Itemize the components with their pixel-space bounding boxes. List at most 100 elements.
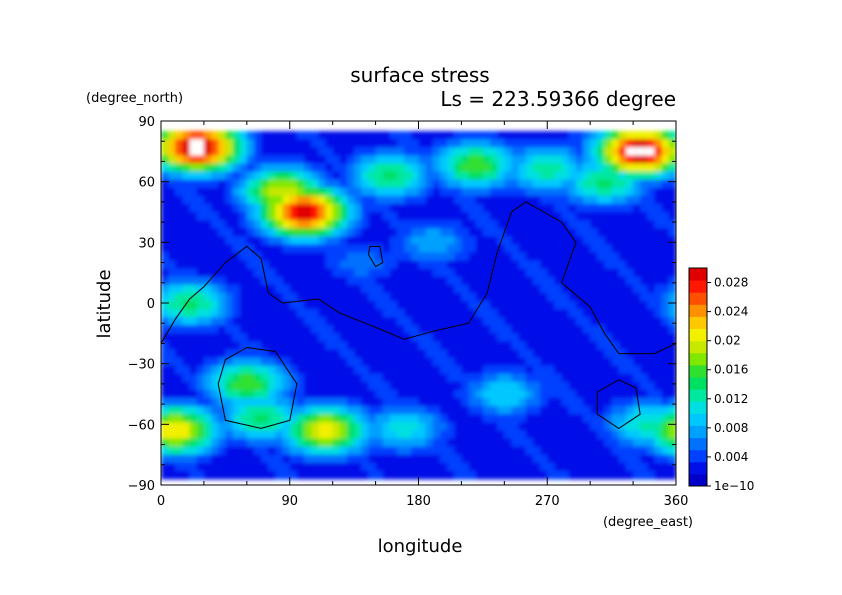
- heatmap-cell: [625, 414, 634, 423]
- heatmap-cell: [196, 398, 205, 407]
- heatmap-cell: [640, 430, 648, 440]
- heatmap-cell: [554, 446, 563, 456]
- heatmap-cell: [218, 341, 226, 351]
- heatmap-cell: [482, 341, 491, 351]
- heatmap-cell: [218, 155, 226, 165]
- heatmap-cell: [354, 203, 362, 213]
- heatmap-cell: [168, 390, 176, 399]
- heatmap-cell: [261, 454, 269, 464]
- heatmap-cell: [304, 228, 312, 237]
- heatmap-cell: [525, 187, 534, 197]
- heatmap-cell: [261, 252, 269, 262]
- heatmap-cell: [325, 325, 334, 334]
- heatmap-cell: [218, 390, 226, 399]
- heatmap-cell: [561, 341, 570, 351]
- heatmap-cell: [518, 438, 527, 448]
- heatmap-cell: [361, 414, 370, 423]
- heatmap-cell: [432, 163, 441, 173]
- heatmap-cell: [604, 203, 613, 213]
- heatmap-cell: [225, 228, 234, 237]
- heatmap-cell: [561, 220, 570, 229]
- heatmap-cell: [318, 349, 327, 359]
- heatmap-cell: [597, 365, 606, 375]
- heatmap-cell: [182, 276, 191, 286]
- heatmap-cell: [583, 179, 591, 189]
- heatmap-cell: [411, 446, 420, 456]
- heatmap-cell: [304, 236, 312, 245]
- heatmap-cell: [239, 390, 248, 399]
- heatmap-cell: [289, 341, 298, 351]
- heatmap-cell: [447, 147, 455, 156]
- heatmap-cell: [661, 187, 670, 197]
- heatmap-cell: [246, 317, 255, 326]
- heatmap-cell: [440, 301, 448, 310]
- heatmap-cell: [554, 276, 563, 286]
- heatmap-cell: [618, 325, 627, 334]
- heatmap-cell: [511, 325, 520, 334]
- heatmap-cell: [411, 147, 420, 156]
- heatmap-cell: [661, 220, 670, 229]
- heatmap-cell: [261, 276, 269, 286]
- heatmap-cell: [304, 284, 312, 294]
- heatmap-cell: [568, 349, 577, 359]
- heatmap-cell: [218, 422, 226, 431]
- heatmap-cell: [325, 244, 334, 254]
- heatmap-cell: [318, 139, 327, 148]
- heatmap-cell: [268, 325, 277, 334]
- heatmap-cell: [404, 414, 412, 423]
- heatmap-cell: [318, 187, 327, 197]
- heatmap-cell: [325, 220, 334, 229]
- heatmap-cell: [575, 422, 584, 431]
- heatmap-cell: [332, 236, 341, 245]
- heatmap-cell: [411, 301, 420, 310]
- heatmap-cell: [654, 414, 663, 423]
- heatmap-cell: [382, 284, 391, 294]
- heatmap-cell: [618, 187, 627, 197]
- heatmap-cell: [361, 187, 370, 197]
- heatmap-cell: [282, 365, 291, 375]
- heatmap-cell: [275, 244, 284, 254]
- heatmap-cell: [511, 373, 520, 383]
- heatmap-cell: [361, 317, 370, 326]
- heatmap-cell: [311, 147, 319, 156]
- heatmap-cell: [211, 131, 219, 140]
- heatmap-cell: [311, 260, 319, 270]
- heatmap-cell: [440, 422, 448, 431]
- heatmap-cell: [289, 147, 298, 156]
- heatmap-cell: [425, 187, 434, 197]
- heatmap-cell: [532, 430, 541, 440]
- heatmap-cell: [418, 268, 427, 278]
- heatmap-cell: [196, 179, 205, 189]
- heatmap-cell: [540, 179, 548, 189]
- heatmap-cell: [647, 341, 656, 351]
- heatmap-cell: [218, 220, 226, 229]
- heatmap-cell: [461, 155, 470, 165]
- heatmap-cell: [368, 228, 377, 237]
- heatmap-cell: [504, 236, 513, 245]
- heatmap-cell: [289, 422, 298, 431]
- heatmap-cell: [254, 414, 262, 423]
- heatmap-cell: [547, 147, 556, 156]
- heatmap-cell: [368, 470, 377, 480]
- heatmap-cell: [368, 406, 377, 415]
- heatmap-cell: [318, 406, 327, 415]
- heatmap-cell: [289, 454, 298, 464]
- heatmap-cell: [389, 195, 398, 205]
- heatmap-cell: [482, 325, 491, 334]
- heatmap-cell: [590, 341, 598, 351]
- heatmap-cell: [668, 203, 676, 213]
- heatmap-cell: [218, 406, 226, 415]
- heatmap-cell: [440, 373, 448, 383]
- heatmap-cell: [311, 301, 319, 310]
- heatmap-cell: [504, 195, 513, 205]
- heatmap-cell: [175, 325, 184, 334]
- heatmap-cell: [604, 260, 613, 270]
- heatmap-cell: [354, 236, 362, 245]
- heatmap-cell: [347, 390, 355, 399]
- heatmap-cell: [511, 228, 520, 237]
- heatmap-cell: [254, 349, 262, 359]
- heatmap-cell: [418, 381, 427, 391]
- heatmap-cell: [590, 365, 598, 375]
- heatmap-cell: [189, 131, 198, 140]
- heatmap-cell: [432, 179, 441, 189]
